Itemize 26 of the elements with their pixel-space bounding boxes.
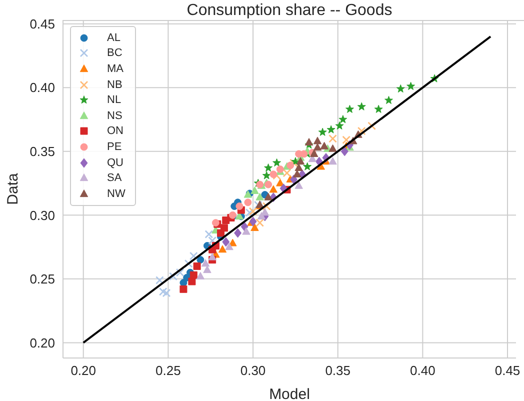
x-tick-label: 0.40	[410, 363, 436, 378]
legend-label: NL	[107, 94, 122, 106]
chart-title: Consumption share -- Goods	[186, 2, 394, 20]
y-tick-label: 0.40	[30, 80, 55, 96]
x-axis-title: Model	[269, 386, 310, 401]
legend-label: MA	[107, 62, 124, 75]
y-axis-title: Data	[4, 172, 22, 205]
x-tick-label: 0.35	[325, 363, 351, 378]
legend-label: ON	[107, 125, 124, 138]
x-tick-label: 0.45	[494, 363, 520, 378]
legend-label: QU	[107, 156, 124, 169]
legend-label: AL	[107, 32, 120, 44]
legend-label: NB	[107, 78, 122, 91]
y-tick-label: 0.20	[30, 335, 55, 350]
legend-label: SA	[107, 172, 122, 184]
legend-label: NS	[107, 110, 122, 122]
x-tick-label: 0.25	[156, 363, 181, 378]
y-tick-label: 0.30	[30, 208, 55, 223]
legend-label: NW	[107, 188, 126, 200]
y-tick-label: 0.35	[30, 144, 55, 159]
x-tick-label: 0.20	[70, 363, 96, 378]
x-tick-label: 0.30	[240, 363, 266, 378]
y-tick-label: 0.25	[30, 272, 55, 287]
y-tick-label: 0.45	[30, 16, 55, 32]
legend-label: PE	[107, 140, 122, 153]
legend-label: BC	[107, 47, 122, 60]
